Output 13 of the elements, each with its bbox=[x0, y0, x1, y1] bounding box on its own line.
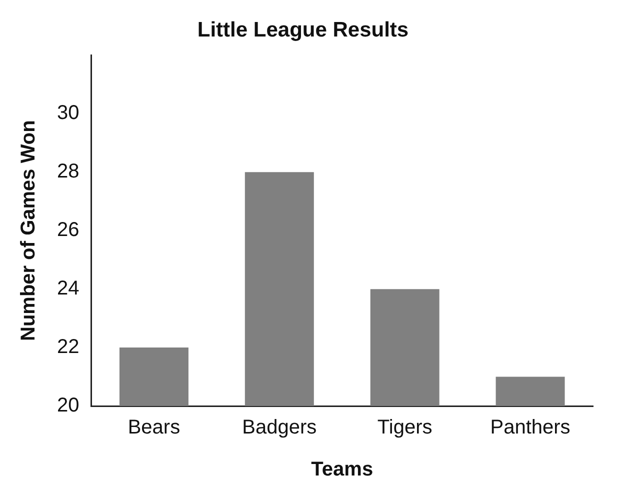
x-tick-label: Bears bbox=[128, 416, 180, 439]
y-tick-label: 26 bbox=[56, 219, 80, 242]
x-axis-title: Teams bbox=[311, 458, 374, 481]
y-tick-label: 28 bbox=[56, 160, 80, 183]
y-tick-label: 24 bbox=[56, 278, 80, 300]
x-tick-label: Panthers bbox=[490, 416, 570, 439]
chart-title: Little League Results bbox=[197, 18, 409, 42]
y-tick-label: 22 bbox=[56, 336, 80, 358]
y-axis-title: Number of Games Won bbox=[18, 120, 40, 341]
x-tick-label: Badgers bbox=[242, 416, 317, 439]
y-tick-label: 20 bbox=[56, 394, 80, 417]
x-tick-label: Tigers bbox=[377, 416, 432, 439]
y-tick-label: 30 bbox=[56, 102, 80, 124]
